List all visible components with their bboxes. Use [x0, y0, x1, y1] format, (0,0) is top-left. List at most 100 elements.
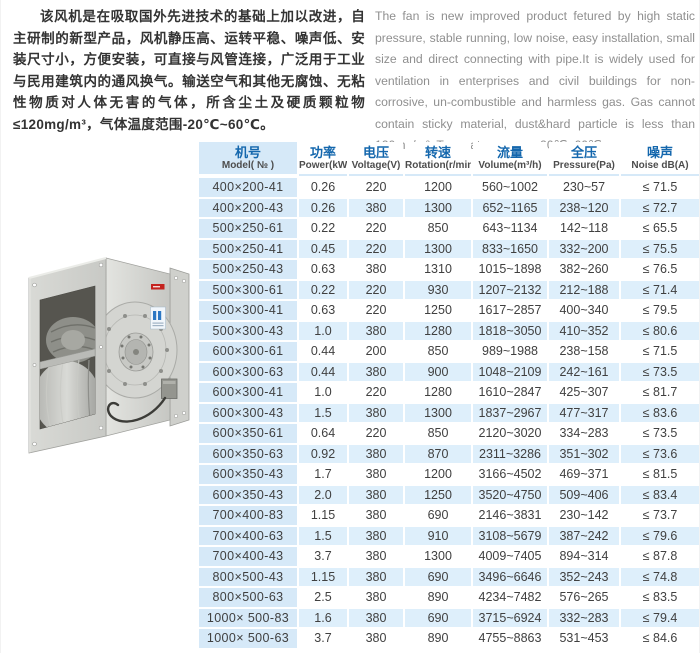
col-header-rotation-r-min: 转速 Rotation(r/min)	[405, 142, 471, 176]
col-header-noise-db-a: 噪声 Noise dB(A)	[621, 142, 699, 176]
table-row: 500×300-61 0.22 220 930 1207~2132 212~188 ≤ 71…	[199, 280, 699, 299]
model-cell: 500×300-43	[199, 321, 297, 340]
data-cell: 1200	[405, 178, 471, 197]
table-row: 600×300-61 0.44 200 850 989~1988 238~158 ≤ 71.…	[199, 342, 699, 361]
data-cell: 1048~2109	[473, 362, 547, 381]
data-cell: 1280	[405, 321, 471, 340]
data-cell: 400~340	[549, 301, 619, 320]
data-cell: 989~1988	[473, 342, 547, 361]
data-cell: 0.22	[299, 280, 347, 299]
col-header-cn: 噪声	[646, 144, 673, 160]
col-header-cn: 转速	[424, 144, 451, 160]
data-cell: 0.22	[299, 219, 347, 238]
data-cell: 238~158	[549, 342, 619, 361]
data-cell: 3496~6646	[473, 567, 547, 586]
data-cell: 1.7	[299, 465, 347, 484]
data-cell: ≤ 74.8	[621, 567, 699, 586]
data-cell: 477~317	[549, 403, 619, 422]
data-cell: 142~118	[549, 219, 619, 238]
data-cell: 1.5	[299, 403, 347, 422]
table-row: 500×250-43 0.63 380 1310 1015~1898 382~260 ≤ 7…	[199, 260, 699, 279]
data-cell: ≤ 87.8	[621, 547, 699, 566]
data-cell: 410~352	[549, 321, 619, 340]
data-cell: 380	[349, 506, 403, 525]
col-header-en: Power(kW)	[299, 159, 347, 171]
col-header-en: Pressure(Pa)	[553, 159, 615, 171]
data-cell: 0.63	[299, 260, 347, 279]
data-cell: 380	[349, 198, 403, 217]
table-row: 600×300-43 1.5 380 1300 1837~2967 477~317 ≤ 83…	[199, 403, 699, 422]
col-header-cn: 电压	[362, 144, 389, 160]
col-header-cn: 流量	[496, 144, 523, 160]
data-cell: 531~453	[549, 629, 619, 648]
table-row: 600×300-41 1.0 220 1280 1610~2847 425~307 ≤ 81…	[199, 383, 699, 402]
data-cell: ≤ 79.5	[621, 301, 699, 320]
model-cell: 400×200-41	[199, 178, 297, 197]
data-cell: 230~142	[549, 506, 619, 525]
data-cell: 1250	[405, 301, 471, 320]
data-cell: 2311~3286	[473, 444, 547, 463]
data-cell: 1617~2857	[473, 301, 547, 320]
data-cell: 560~1002	[473, 178, 547, 197]
data-cell: 1.0	[299, 383, 347, 402]
data-cell: 380	[349, 321, 403, 340]
data-cell: 242~161	[549, 362, 619, 381]
data-cell: 469~371	[549, 465, 619, 484]
table-row: 500×300-41 0.63 220 1250 1617~2857 400~340 ≤ 7…	[199, 301, 699, 320]
data-cell: 0.26	[299, 198, 347, 217]
data-cell: 1250	[405, 485, 471, 504]
col-header-power-kw: 功率 Power(kW)	[299, 142, 347, 176]
data-cell: 870	[405, 444, 471, 463]
data-cell: 220	[349, 280, 403, 299]
data-cell: 1.5	[299, 526, 347, 545]
table-row: 1000× 500-63 3.7 380 890 4755~8863 531~453 ≤ 8…	[199, 629, 699, 648]
spec-table-body: 400×200-41 0.26 220 1200 560~1002 230~57 ≤ 71.…	[199, 178, 699, 648]
model-cell: 600×350-63	[199, 444, 297, 463]
data-cell: 1.15	[299, 506, 347, 525]
table-row: 500×250-41 0.45 220 1300 833~1650 332~200 ≤ 75…	[199, 239, 699, 258]
data-cell: ≤ 76.5	[621, 260, 699, 279]
data-cell: 1200	[405, 465, 471, 484]
data-cell: 380	[349, 444, 403, 463]
model-cell: 600×350-43	[199, 485, 297, 504]
data-cell: 332~283	[549, 608, 619, 627]
data-cell: 382~260	[549, 260, 619, 279]
table-row: 600×350-43 1.7 380 1200 3166~4502 469~371 ≤ 81…	[199, 465, 699, 484]
col-header-voltage-v: 电压 Voltage(V)	[349, 142, 403, 176]
table-row: 700×400-83 1.15 380 690 2146~3831 230~142 ≤ 73…	[199, 506, 699, 525]
data-cell: 1610~2847	[473, 383, 547, 402]
data-cell: 425~307	[549, 383, 619, 402]
data-cell: 0.92	[299, 444, 347, 463]
data-cell: 690	[405, 567, 471, 586]
table-row: 500×250-61 0.22 220 850 643~1134 142~118 ≤ 65.…	[199, 219, 699, 238]
data-cell: 4755~8863	[473, 629, 547, 648]
data-cell: 380	[349, 526, 403, 545]
data-cell: 1300	[405, 403, 471, 422]
data-cell: 387~242	[549, 526, 619, 545]
col-header-volume-m-h: 流量 Volume(m³/h)	[473, 142, 547, 176]
data-cell: 380	[349, 567, 403, 586]
model-cell: 700×400-83	[199, 506, 297, 525]
data-cell: 1837~2967	[473, 403, 547, 422]
data-cell: 690	[405, 608, 471, 627]
data-cell: 2.5	[299, 588, 347, 607]
data-cell: ≤ 81.7	[621, 383, 699, 402]
data-cell: 230~57	[549, 178, 619, 197]
model-cell: 800×500-63	[199, 588, 297, 607]
data-cell: ≤ 73.5	[621, 424, 699, 443]
spec-table-header: 机号 Model( № ) 功率 Power(kW) 电压 Voltage(V) 转速 Rot…	[199, 142, 699, 176]
data-cell: 334~283	[549, 424, 619, 443]
data-cell: 1300	[405, 239, 471, 258]
data-cell: 910	[405, 526, 471, 545]
model-cell: 800×500-43	[199, 567, 297, 586]
data-cell: 380	[349, 629, 403, 648]
col-header-cn: 功率	[309, 144, 336, 160]
data-cell: 890	[405, 629, 471, 648]
data-cell: ≤ 65.5	[621, 219, 699, 238]
data-cell: 380	[349, 260, 403, 279]
product-photo-fan	[13, 228, 198, 458]
data-cell: ≤ 71.4	[621, 280, 699, 299]
data-cell: 1310	[405, 260, 471, 279]
data-cell: 220	[349, 383, 403, 402]
data-cell: 2.0	[299, 485, 347, 504]
